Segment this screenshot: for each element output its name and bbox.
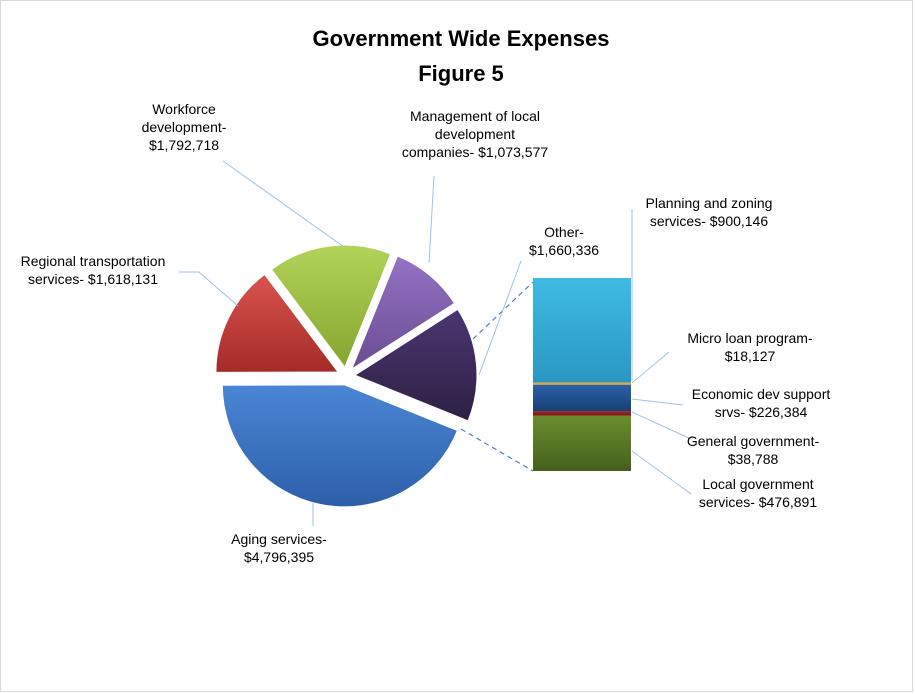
label-economic-dev-support-srvs: Economic dev support srvs- $226,384 xyxy=(692,386,831,420)
bar-segment-planning-and-zoning-services xyxy=(533,278,631,383)
chart-subtitle: Figure 5 xyxy=(418,61,504,86)
pie-slice-regional-transportation-services xyxy=(215,273,339,373)
label-other: Other-$1,660,336 xyxy=(529,224,599,258)
pie-slice-workforce-development xyxy=(270,244,392,369)
leader-other xyxy=(478,260,522,376)
label-micro-loan-program: Micro loan program-$18,127 xyxy=(687,330,813,364)
pie-slice-aging-services xyxy=(221,384,459,508)
label-aging-services: Aging services-$4,796,395 xyxy=(231,531,327,565)
label-workforce-development: Workforce development-$1,792,718 xyxy=(142,101,227,153)
pie-slice-other xyxy=(353,308,478,422)
data-labels: Aging services-$4,796,395 Regional transp… xyxy=(21,101,831,565)
connector-top xyxy=(472,281,534,340)
bar-connectors xyxy=(460,281,534,472)
leader-local-government-services xyxy=(631,450,692,495)
chart-title: Government Wide Expenses xyxy=(313,26,610,51)
leader-micro-loan-program xyxy=(631,351,670,384)
bar-segment-micro-loan-program xyxy=(533,382,631,385)
leader-general-government xyxy=(631,411,692,440)
pie-slice-management-of-local-development-companies xyxy=(350,255,456,371)
bar-segment-economic-dev-support-srvs xyxy=(533,384,631,412)
leader-management-of-local-development-companies xyxy=(428,175,435,264)
leader-economic-dev-support-srvs xyxy=(631,398,684,406)
breakout-bar xyxy=(533,278,631,471)
bar-segment-local-government-services xyxy=(533,415,631,471)
bar-segment-general-government xyxy=(533,411,631,416)
label-regional-transportation-services: Regional transportation services- $1,618,… xyxy=(21,253,166,287)
label-management-of-local-development-companies: Management of local development companies-… xyxy=(402,108,549,160)
connector-bottom xyxy=(460,428,534,472)
leader-regional-transportation-services xyxy=(179,271,239,307)
pie-slices xyxy=(215,244,478,508)
leader-workforce-development xyxy=(222,160,345,248)
label-planning-and-zoning-services: Planning and zoning services- $900,146 xyxy=(646,195,773,229)
label-general-government: General government-$38,788 xyxy=(687,433,820,467)
leader-lines xyxy=(179,160,692,526)
label-local-government-services: Local government services- $476,891 xyxy=(699,476,818,510)
